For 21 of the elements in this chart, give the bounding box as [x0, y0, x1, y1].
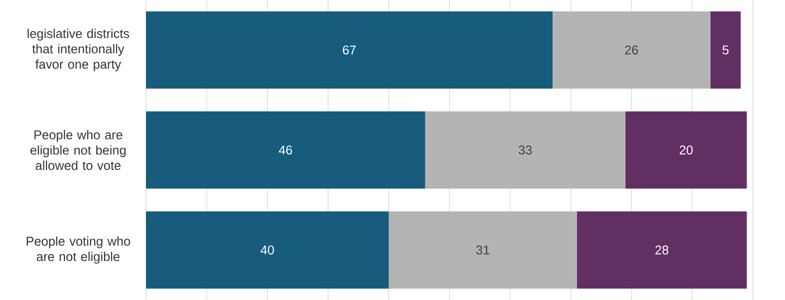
data-label: 46: [278, 146, 292, 154]
data-label: 5: [722, 46, 729, 54]
bar: [146, 11, 553, 89]
bar: [425, 111, 626, 189]
data-label: 31: [476, 246, 490, 254]
bar: [388, 211, 577, 289]
data-label: 26: [625, 46, 638, 54]
bar: [625, 111, 747, 189]
data-label: 40: [260, 246, 274, 254]
y-tick-label: People who are eligible not being allowed to vote: [30, 130, 126, 170]
y-tick-label: legislative districts that intentionally favor one party: [28, 28, 130, 72]
data-label: 33: [518, 146, 532, 154]
data-label: 28: [655, 246, 668, 254]
bar: [146, 111, 426, 189]
bar: [146, 211, 389, 289]
data-label: 67: [342, 46, 356, 54]
bar: [710, 11, 741, 89]
bar: [576, 211, 747, 289]
bar: [552, 11, 710, 89]
y-tick-label: People voting who are not eligible: [26, 236, 130, 264]
data-label: 20: [680, 146, 693, 154]
